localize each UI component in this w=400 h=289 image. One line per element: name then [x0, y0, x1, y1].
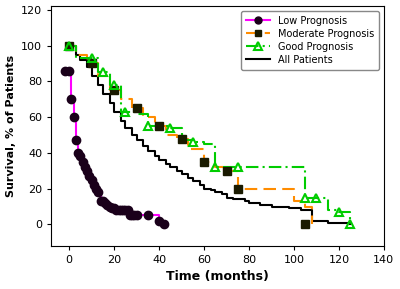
Legend: Low Prognosis, Moderate Prognosis, Good Prognosis, All Patients: Low Prognosis, Moderate Prognosis, Good … — [241, 11, 379, 70]
Y-axis label: Survival, % of Patients: Survival, % of Patients — [6, 55, 16, 197]
X-axis label: Time (months): Time (months) — [166, 271, 269, 284]
